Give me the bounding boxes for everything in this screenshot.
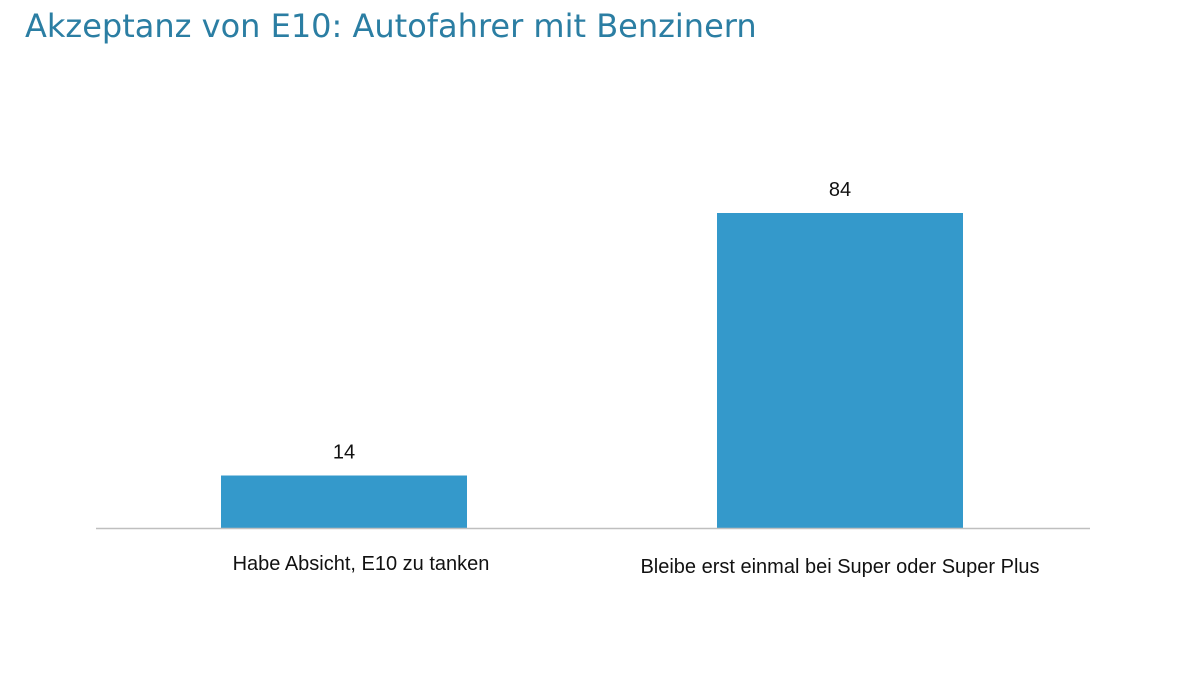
category-label-1: Habe Absicht, E10 zu tanken [233,553,490,575]
bar-2 [717,213,963,528]
data-label-1: 14 [333,442,355,464]
data-label-2: 84 [829,179,851,201]
bar-1 [221,475,467,528]
category-label-2: Bleibe erst einmal bei Super oder Super … [640,556,1039,578]
chart-title: Akzeptanz von E10: Autofahrer mit Benzin… [25,7,757,45]
